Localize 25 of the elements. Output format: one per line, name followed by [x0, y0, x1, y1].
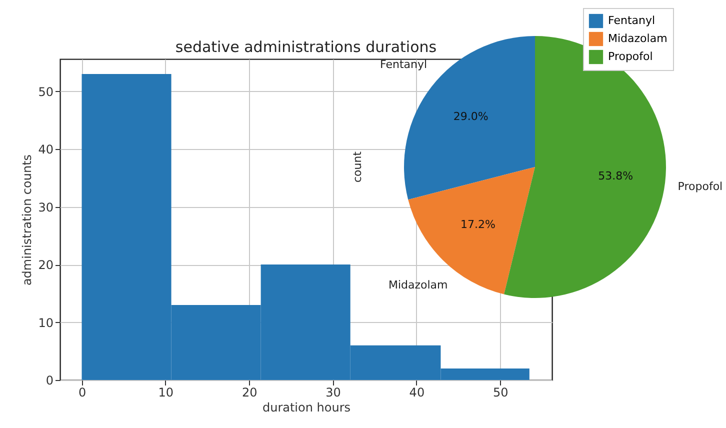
x-tick-label: 40 — [409, 386, 425, 400]
slice-label: Propofol — [678, 180, 723, 193]
y-axis-title: administration counts — [20, 154, 34, 286]
y-tick-label: 30 — [38, 200, 54, 214]
x-tick-label: 50 — [492, 386, 508, 400]
x-tick-label: 20 — [242, 386, 258, 400]
legend-label: Midazolam — [608, 32, 668, 45]
y-tick-label: 10 — [38, 316, 54, 330]
slice-label: Fentanyl — [380, 58, 428, 72]
text: count — [351, 150, 364, 183]
legend-label: Fentanyl — [608, 14, 656, 27]
y-tick-label: 0 — [46, 374, 54, 388]
data-label: 17.2% — [460, 218, 496, 231]
x-tick-label: 0 — [78, 386, 86, 400]
legend-label: Propofol — [608, 50, 653, 63]
x-tick-label: 10 — [158, 386, 174, 400]
data-label: 53.8% — [598, 170, 634, 183]
x-axis-title: duration hours — [262, 400, 351, 414]
data-label: 29.0% — [453, 110, 488, 124]
slice-label: Midazolam — [388, 278, 448, 292]
y-tick-label: 50 — [38, 84, 54, 99]
y-tick-label: 40 — [38, 142, 54, 157]
x-tick-label: 30 — [326, 386, 341, 400]
y-tick-label: 20 — [38, 258, 54, 272]
chart-title: sedative administrations durations — [175, 38, 437, 56]
